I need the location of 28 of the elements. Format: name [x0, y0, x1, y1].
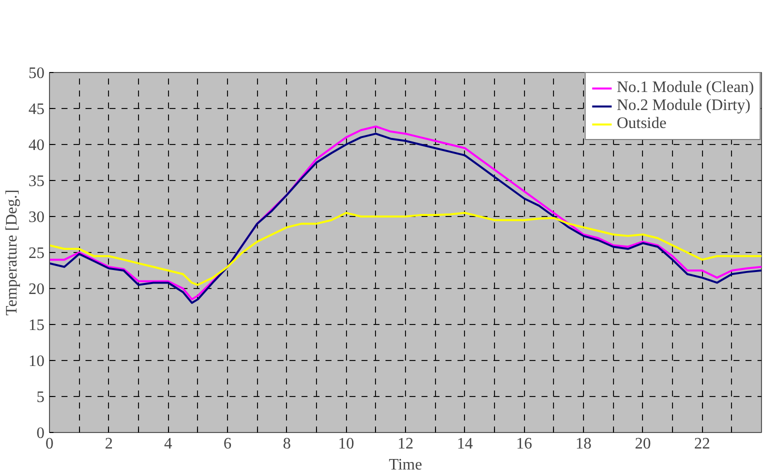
y-tick-label: 40	[28, 137, 44, 154]
y-tick-label: 0	[36, 425, 44, 442]
x-tick-label: 10	[338, 436, 354, 452]
y-tick-label: 45	[28, 101, 44, 118]
y-tick-label: 10	[28, 353, 44, 370]
line-series	[50, 212, 762, 286]
y-tick-label: 30	[28, 209, 44, 226]
y-tick-label: 50	[28, 65, 44, 82]
x-tick-label: 14	[456, 436, 473, 452]
legend-label: Outside	[616, 115, 666, 133]
x-tick-label: 2	[104, 436, 113, 452]
y-tick-label: 15	[28, 317, 44, 334]
x-tick-label: 12	[398, 436, 414, 452]
x-tick-label: 18	[576, 436, 592, 452]
y-tick-label: 20	[28, 281, 44, 298]
x-tick-label: 6	[224, 436, 232, 452]
x-tick-label: 20	[634, 436, 651, 452]
y-tick-label: 25	[28, 245, 44, 262]
x-tick-label: 8	[282, 436, 291, 452]
x-tick-label: 16	[516, 436, 532, 452]
x-tick-label: 22	[694, 436, 710, 452]
y-tick-label: 35	[28, 173, 44, 190]
y-axis-title: Temperature [Deg.]	[4, 190, 20, 316]
y-tick-label: 5	[36, 389, 44, 406]
legend-label: No.2 Module (Dirty)	[616, 97, 750, 115]
x-tick-label: 4	[164, 436, 172, 452]
x-axis-title: Time	[388, 456, 422, 474]
legend-label: No.1 Module (Clean)	[616, 79, 754, 97]
